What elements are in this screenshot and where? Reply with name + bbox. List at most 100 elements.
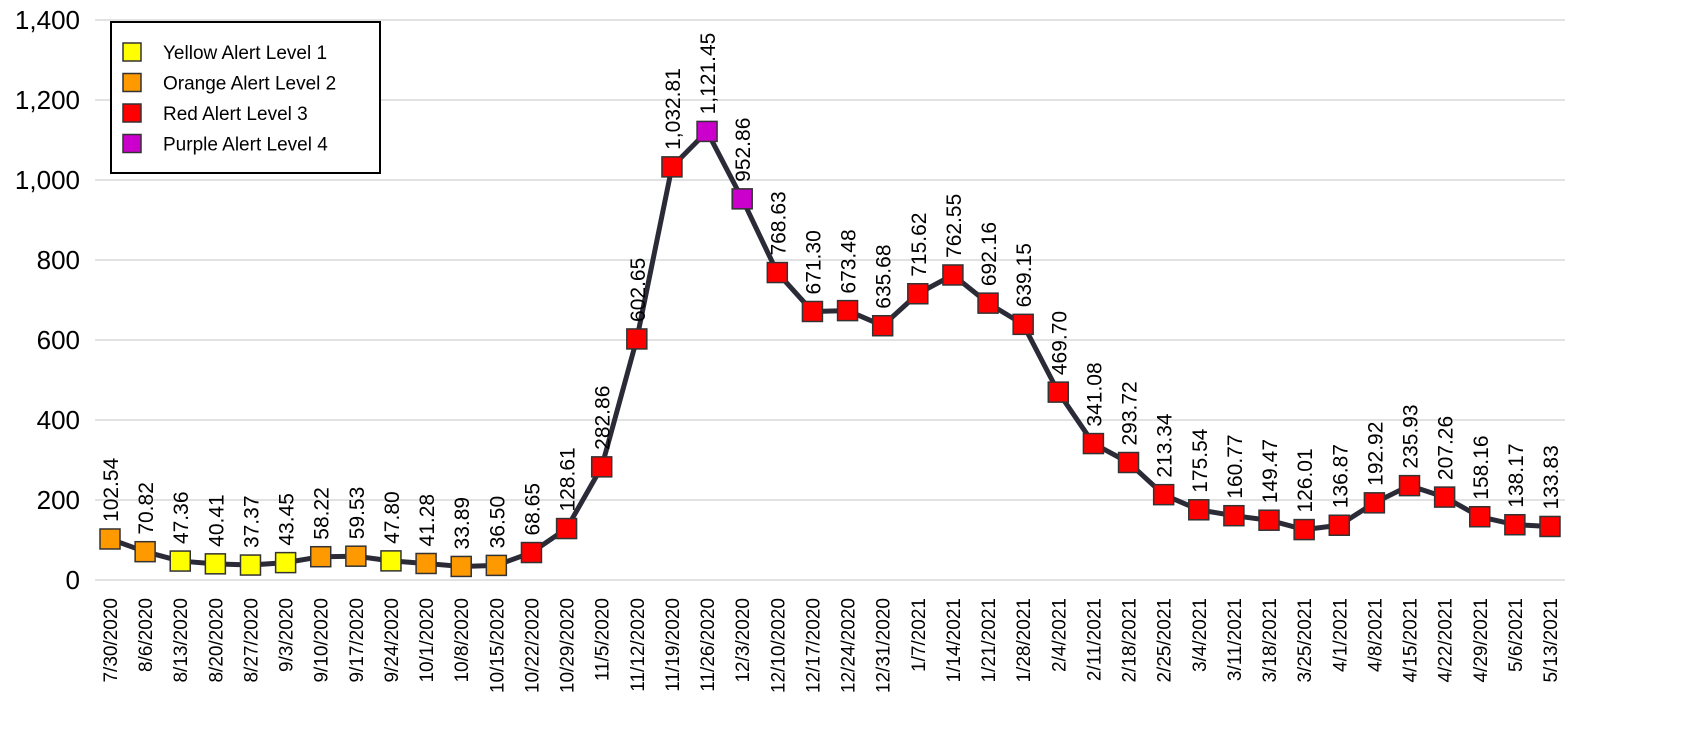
data-label: 36.50 <box>486 496 509 549</box>
marker <box>907 283 929 305</box>
data-label: 213.34 <box>1154 413 1177 478</box>
x-tick-label: 12/17/2020 <box>803 598 824 693</box>
data-label: 149.47 <box>1259 439 1282 503</box>
y-tick-label: 800 <box>37 245 80 275</box>
x-tick-label: 3/25/2021 <box>1295 598 1316 683</box>
marker <box>380 550 402 572</box>
legend-box <box>110 21 381 174</box>
marker <box>836 299 859 322</box>
data-label: 639.15 <box>1013 243 1036 307</box>
marker <box>590 456 613 478</box>
data-label: 235.93 <box>1400 404 1423 468</box>
legend-swatch <box>122 72 142 93</box>
marker <box>99 528 121 550</box>
marker <box>801 300 824 323</box>
marker <box>977 292 999 314</box>
data-label: 602.65 <box>627 258 650 322</box>
marker <box>134 540 156 563</box>
x-tick-label: 12/10/2020 <box>768 598 789 693</box>
marker <box>204 553 227 575</box>
x-tick-label: 4/8/2021 <box>1365 598 1386 672</box>
marker <box>520 541 543 564</box>
marker <box>309 545 332 568</box>
marker <box>696 120 718 143</box>
marker <box>1258 509 1280 531</box>
x-tick-label: 3/4/2021 <box>1190 598 1211 672</box>
x-tick-label: 10/1/2020 <box>417 598 438 683</box>
marker <box>1223 504 1245 527</box>
x-tick-label: 8/6/2020 <box>136 598 157 672</box>
marker <box>871 314 894 337</box>
x-tick-label: 4/15/2021 <box>1401 598 1422 683</box>
marker <box>239 554 262 576</box>
x-tick-label: 5/6/2021 <box>1506 598 1527 672</box>
data-label: 58.22 <box>311 487 334 540</box>
data-label: 136.87 <box>1329 444 1352 508</box>
marker <box>766 261 789 284</box>
x-tick-label: 2/4/2021 <box>1049 598 1070 672</box>
y-tick-label: 1,400 <box>15 5 80 35</box>
data-label: 192.92 <box>1364 422 1387 486</box>
marker <box>169 550 191 572</box>
x-tick-label: 2/11/2021 <box>1084 598 1105 681</box>
data-label: 671.30 <box>802 230 825 294</box>
x-tick-label: 8/20/2020 <box>206 598 227 683</box>
data-label: 1,032.81 <box>662 68 685 150</box>
y-tick-label: 600 <box>37 325 80 355</box>
marker <box>450 555 472 578</box>
x-tick-label: 10/29/2020 <box>558 598 579 693</box>
x-tick-label: 8/13/2020 <box>171 598 192 683</box>
x-tick-label: 1/7/2021 <box>909 598 930 672</box>
data-label: 128.61 <box>557 447 580 511</box>
marker <box>485 554 508 577</box>
x-tick-label: 12/24/2020 <box>839 598 860 693</box>
x-tick-label: 7/30/2020 <box>101 598 122 683</box>
marker <box>1363 492 1386 514</box>
marker <box>1117 451 1140 474</box>
x-tick-label: 3/11/2021 <box>1225 598 1246 681</box>
data-label: 59.53 <box>346 487 369 540</box>
x-tick-label: 3/18/2021 <box>1260 598 1281 683</box>
x-tick-label: 1/14/2021 <box>944 598 965 683</box>
x-tick-label: 9/3/2020 <box>277 598 298 672</box>
x-tick-label: 11/5/2020 <box>593 598 614 681</box>
data-label: 158.16 <box>1470 436 1493 500</box>
data-label: 68.65 <box>521 483 544 536</box>
marker <box>1293 518 1315 541</box>
data-label: 673.48 <box>838 229 861 293</box>
x-tick-label: 1/28/2021 <box>1014 598 1035 683</box>
y-tick-label: 1,200 <box>15 85 80 115</box>
legend-swatch <box>122 133 142 154</box>
legend-swatch <box>122 42 142 62</box>
data-label: 47.80 <box>381 491 404 544</box>
legend: Yellow Alert Level 1 Orange Alert Level 2… <box>110 21 381 174</box>
x-tick-label: 10/22/2020 <box>522 598 543 693</box>
legend-label: Purple Alert Level 4 <box>163 135 328 156</box>
data-label: 160.77 <box>1224 434 1247 498</box>
data-label: 43.45 <box>276 493 299 546</box>
x-tick-label: 1/21/2021 <box>979 598 1000 683</box>
x-tick-label: 10/8/2020 <box>452 598 473 683</box>
data-label: 126.01 <box>1294 448 1317 512</box>
marker <box>345 545 367 567</box>
x-tick-label: 2/25/2021 <box>1155 598 1176 683</box>
x-tick-label: 4/22/2021 <box>1436 598 1457 683</box>
y-tick-label: 0 <box>66 565 80 595</box>
x-tick-label: 11/26/2020 <box>698 598 719 692</box>
data-label: 635.68 <box>873 244 896 308</box>
x-tick-label: 12/3/2020 <box>733 598 754 683</box>
x-tick-label: 4/1/2021 <box>1330 598 1351 672</box>
x-tick-label: 11/19/2020 <box>663 598 684 692</box>
x-tick-label: 9/24/2020 <box>382 598 403 683</box>
data-label: 47.36 <box>170 491 193 544</box>
data-label: 715.62 <box>908 213 931 277</box>
marker <box>1152 483 1175 506</box>
y-tick-label: 1,000 <box>15 165 80 195</box>
data-label: 41.28 <box>416 494 439 547</box>
x-tick-label: 11/12/2020 <box>628 598 649 692</box>
marker <box>1012 313 1034 336</box>
data-label: 469.70 <box>1048 311 1071 375</box>
legend-swatch <box>122 103 142 123</box>
marker <box>1082 432 1105 455</box>
marker <box>1469 505 1491 528</box>
